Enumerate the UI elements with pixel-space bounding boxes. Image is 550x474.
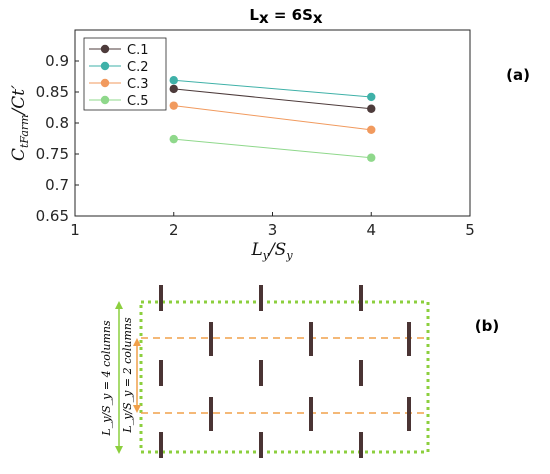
legend-label: C.1 — [127, 43, 148, 58]
legend-marker — [100, 95, 110, 105]
legend-marker — [100, 61, 110, 71]
xlabel-subscript-2: y — [285, 249, 293, 262]
data-point — [367, 92, 376, 102]
chart-panel-a: Lx = 6Sx 0.65 0.7 0.75 0.8 0.85 0.9 1 2 3 4 5 CtF… — [9, 6, 530, 262]
legend-label: C.5 — [127, 94, 148, 109]
x-tick-label: 2 — [169, 221, 179, 239]
title-subscript-x: x — [259, 9, 269, 27]
legend-box — [83, 37, 167, 111]
xlabel-divisor: /S — [267, 240, 286, 260]
ylabel-subscript: tFarm — [18, 114, 31, 148]
y-tick-label: 0.7 — [45, 176, 69, 194]
y-tick-label: 0.9 — [45, 52, 69, 70]
ylabel-main: C — [9, 148, 29, 161]
legend-marker — [100, 44, 110, 54]
x-axis: 1 2 3 4 5 — [70, 212, 475, 239]
legend-items: C.1 C.2 C.3 C.5 — [89, 43, 148, 109]
series-line — [173, 138, 372, 159]
title-equation: = 6S — [269, 6, 313, 24]
data-point — [367, 104, 376, 113]
y-axis: 0.65 0.7 0.75 0.8 0.85 0.9 — [36, 52, 79, 225]
data-point — [169, 134, 178, 144]
chart-title: Lx = 6Sx — [249, 6, 323, 27]
series-line — [173, 88, 372, 110]
series-line — [173, 105, 372, 131]
title-subscript-x2: x — [313, 9, 323, 27]
arrowhead-bottom-4 — [115, 446, 123, 454]
data-point — [169, 76, 178, 85]
panel-b-label: (b) — [475, 317, 499, 335]
x-tick-label: 1 — [70, 221, 80, 239]
data-point — [169, 101, 178, 110]
ylabel-divisor: /Ct′ — [9, 85, 29, 117]
x-tick-label: 3 — [268, 221, 278, 239]
turbine-array — [159, 285, 411, 458]
arrowhead-top-4 — [115, 301, 123, 309]
legend-label: C.2 — [127, 60, 148, 75]
legend-label: C.3 — [127, 77, 148, 92]
data-point — [367, 153, 376, 162]
title-base: L — [249, 6, 259, 24]
y-tick-label: 0.8 — [45, 114, 69, 132]
y-tick-label: 0.75 — [36, 145, 69, 163]
x-tick-label: 5 — [465, 221, 475, 239]
series-C.1 — [169, 84, 376, 113]
x-axis-label: Ly/Sy — [250, 240, 293, 262]
farm-boundary — [139, 300, 430, 454]
diagram-panel-b: L_y/S_y = 4 columns L_y/S_y = 2 columns … — [100, 285, 499, 458]
xlabel-subscript-1: y — [262, 249, 270, 262]
x-tick-label: 4 — [366, 221, 376, 239]
data-point — [169, 84, 178, 94]
y-tick-label: 0.65 — [36, 207, 69, 225]
xlabel-main: L — [250, 240, 262, 260]
annotation-2-columns: L_y/S_y = 2 columns — [121, 317, 134, 434]
series-line — [173, 79, 372, 98]
series-C.2 — [169, 76, 376, 102]
series-layer — [169, 76, 376, 162]
annotation-4-columns: L_y/S_y = 4 columns — [100, 320, 113, 437]
arrowhead-bottom-2 — [133, 405, 141, 413]
legend: C.1 C.2 C.3 C.5 — [83, 37, 167, 111]
arrowhead-top-2 — [133, 338, 141, 346]
panel-a-label: (a) — [506, 66, 530, 84]
series-C.3 — [169, 101, 376, 135]
y-axis-label: CtFarm/Ct′ — [9, 85, 31, 161]
y-tick-label: 0.85 — [36, 83, 69, 101]
series-C.5 — [169, 134, 376, 162]
legend-marker — [100, 78, 110, 88]
data-point — [367, 125, 376, 135]
